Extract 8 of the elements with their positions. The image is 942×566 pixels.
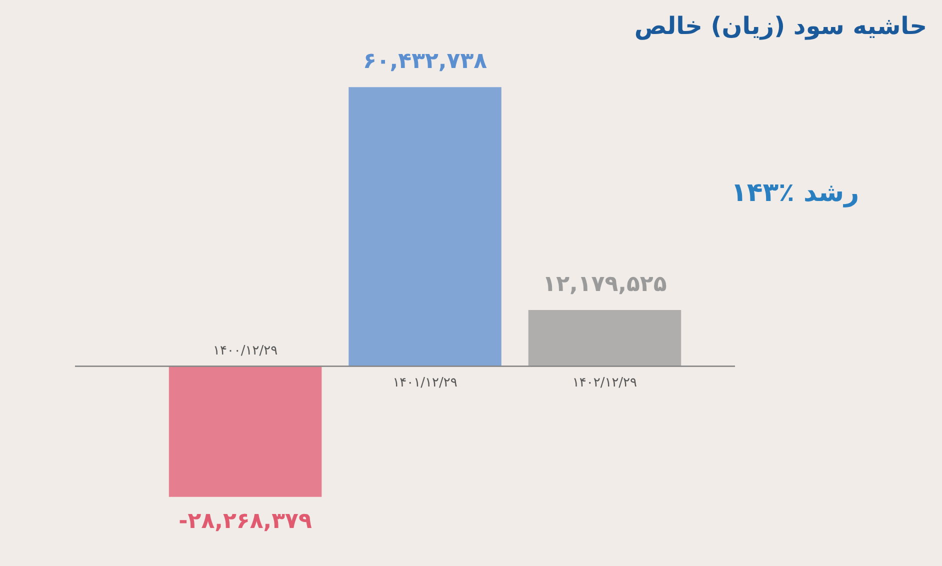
x-tick-label: ۱۴۰۲/۱۲/۲۹	[572, 375, 638, 390]
x-tick-label: ۱۴۰۰/۱۲/۲۹	[212, 343, 278, 358]
x-tick-label: ۱۴۰۱/۱۲/۲۹	[392, 375, 458, 390]
chart-title: حاشیه سود (زیان) خالص	[634, 12, 927, 40]
data-label: -۲۸,۲۶۸,۳۷۹	[178, 508, 312, 534]
data-label: ۶۰,۴۳۲,۷۳۸	[362, 49, 488, 74]
data-label: ۱۲,۱۷۹,۵۲۵	[542, 272, 667, 298]
annotation: ۱۴۳٪ رشد	[730, 178, 860, 208]
